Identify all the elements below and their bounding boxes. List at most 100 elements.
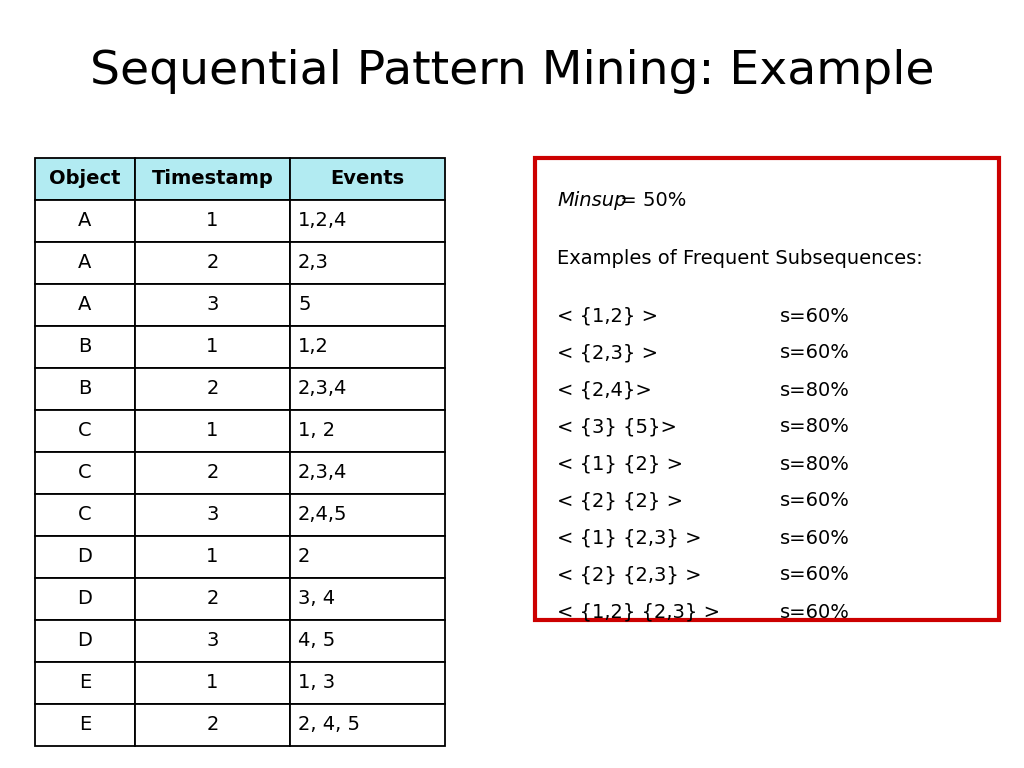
Text: Minsup: Minsup bbox=[557, 190, 627, 210]
Bar bbox=[35, 536, 135, 578]
Text: Object: Object bbox=[49, 170, 121, 188]
Text: 1, 2: 1, 2 bbox=[298, 422, 335, 441]
Text: 3: 3 bbox=[206, 296, 219, 315]
Bar bbox=[35, 452, 135, 494]
Text: 2: 2 bbox=[206, 253, 219, 273]
Bar bbox=[290, 284, 445, 326]
Text: s=60%: s=60% bbox=[780, 603, 850, 621]
Text: 1: 1 bbox=[206, 337, 219, 356]
Bar bbox=[135, 410, 290, 452]
Text: s=80%: s=80% bbox=[780, 380, 850, 399]
Text: 1: 1 bbox=[206, 548, 219, 567]
Text: B: B bbox=[78, 379, 92, 399]
Text: 2: 2 bbox=[206, 590, 219, 608]
Text: 1: 1 bbox=[206, 211, 219, 230]
Text: C: C bbox=[78, 505, 92, 525]
Text: D: D bbox=[78, 631, 92, 650]
Text: s=60%: s=60% bbox=[780, 492, 850, 511]
Bar bbox=[290, 200, 445, 242]
Text: D: D bbox=[78, 590, 92, 608]
Bar bbox=[135, 284, 290, 326]
Bar bbox=[135, 200, 290, 242]
Text: Sequential Pattern Mining: Example: Sequential Pattern Mining: Example bbox=[90, 49, 934, 94]
Text: < {2} {2,3} >: < {2} {2,3} > bbox=[557, 565, 701, 584]
Text: < {1} {2,3} >: < {1} {2,3} > bbox=[557, 528, 701, 548]
Text: 2: 2 bbox=[206, 716, 219, 734]
Text: E: E bbox=[79, 674, 91, 693]
Text: s=60%: s=60% bbox=[780, 306, 850, 326]
Bar bbox=[135, 158, 290, 200]
Text: 2,3,4: 2,3,4 bbox=[298, 379, 347, 399]
Text: 2, 4, 5: 2, 4, 5 bbox=[298, 716, 360, 734]
Bar bbox=[290, 578, 445, 620]
Text: 3: 3 bbox=[206, 631, 219, 650]
Bar bbox=[135, 326, 290, 368]
Bar bbox=[35, 326, 135, 368]
Text: 2: 2 bbox=[206, 464, 219, 482]
Bar bbox=[135, 620, 290, 662]
Text: 1: 1 bbox=[206, 674, 219, 693]
Text: 1: 1 bbox=[206, 422, 219, 441]
Text: 3: 3 bbox=[206, 505, 219, 525]
Bar bbox=[135, 536, 290, 578]
Bar bbox=[290, 326, 445, 368]
Bar bbox=[35, 200, 135, 242]
Text: Events: Events bbox=[331, 170, 404, 188]
Bar bbox=[535, 158, 999, 620]
Bar bbox=[135, 368, 290, 410]
Bar bbox=[35, 410, 135, 452]
Text: Timestamp: Timestamp bbox=[152, 170, 273, 188]
Text: 2: 2 bbox=[206, 379, 219, 399]
Text: s=60%: s=60% bbox=[780, 528, 850, 548]
Bar bbox=[290, 452, 445, 494]
Bar bbox=[35, 368, 135, 410]
Text: 2,3: 2,3 bbox=[298, 253, 329, 273]
Bar bbox=[290, 158, 445, 200]
Bar bbox=[290, 410, 445, 452]
Bar bbox=[290, 620, 445, 662]
Bar bbox=[290, 242, 445, 284]
Text: 2,3,4: 2,3,4 bbox=[298, 464, 347, 482]
Text: D: D bbox=[78, 548, 92, 567]
Bar bbox=[35, 620, 135, 662]
Text: s=60%: s=60% bbox=[780, 565, 850, 584]
Bar bbox=[290, 368, 445, 410]
Text: < {2,4}>: < {2,4}> bbox=[557, 380, 651, 399]
Text: 5: 5 bbox=[298, 296, 310, 315]
Text: < {1,2} >: < {1,2} > bbox=[557, 306, 658, 326]
Text: < {2,3} >: < {2,3} > bbox=[557, 343, 658, 362]
Bar bbox=[135, 494, 290, 536]
Text: s=80%: s=80% bbox=[780, 418, 850, 436]
Text: < {1,2} {2,3} >: < {1,2} {2,3} > bbox=[557, 603, 720, 621]
Text: 3, 4: 3, 4 bbox=[298, 590, 335, 608]
Bar bbox=[135, 662, 290, 704]
Text: < {2} {2} >: < {2} {2} > bbox=[557, 492, 683, 511]
Text: 4, 5: 4, 5 bbox=[298, 631, 335, 650]
Bar bbox=[35, 662, 135, 704]
Text: C: C bbox=[78, 422, 92, 441]
Text: E: E bbox=[79, 716, 91, 734]
Text: 2: 2 bbox=[298, 548, 310, 567]
Text: B: B bbox=[78, 337, 92, 356]
Bar bbox=[35, 704, 135, 746]
Bar bbox=[290, 494, 445, 536]
Text: C: C bbox=[78, 464, 92, 482]
Bar bbox=[35, 494, 135, 536]
Text: s=60%: s=60% bbox=[780, 343, 850, 362]
Text: < {1} {2} >: < {1} {2} > bbox=[557, 455, 683, 474]
Bar bbox=[35, 284, 135, 326]
Bar bbox=[290, 662, 445, 704]
Text: A: A bbox=[78, 253, 92, 273]
Bar bbox=[135, 452, 290, 494]
Text: A: A bbox=[78, 296, 92, 315]
Bar bbox=[290, 704, 445, 746]
Text: s=80%: s=80% bbox=[780, 455, 850, 474]
Text: 1,2,4: 1,2,4 bbox=[298, 211, 347, 230]
Text: 2,4,5: 2,4,5 bbox=[298, 505, 347, 525]
Bar bbox=[35, 158, 135, 200]
Text: Examples of Frequent Subsequences:: Examples of Frequent Subsequences: bbox=[557, 249, 923, 267]
Bar bbox=[135, 704, 290, 746]
Text: 1, 3: 1, 3 bbox=[298, 674, 335, 693]
Bar bbox=[35, 578, 135, 620]
Bar bbox=[35, 242, 135, 284]
